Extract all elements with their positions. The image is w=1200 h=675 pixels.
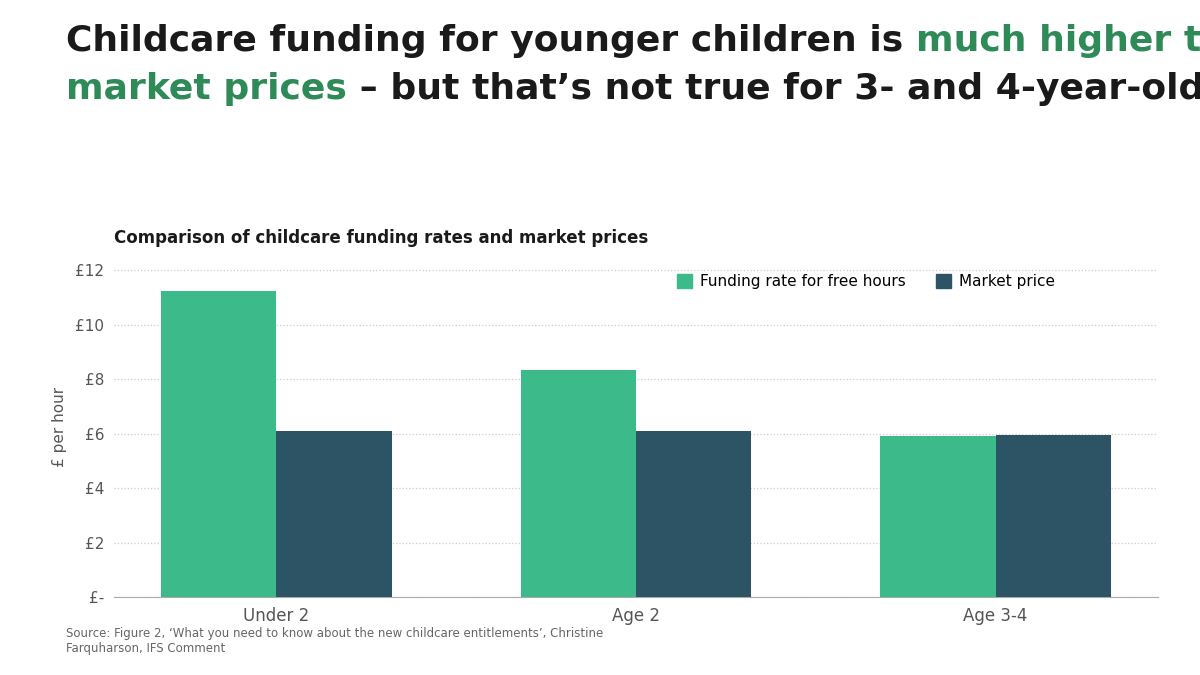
Text: Comparison of childcare funding rates and market prices: Comparison of childcare funding rates an… (114, 229, 648, 246)
Text: market prices: market prices (66, 72, 347, 106)
Bar (521, 370, 636, 597)
Text: Source: Figure 2, ‘What you need to know about the new childcare entitlements’, : Source: Figure 2, ‘What you need to know… (66, 627, 604, 655)
Bar (881, 436, 996, 597)
Bar (996, 435, 1110, 597)
Bar (276, 431, 391, 597)
Text: much higher than: much higher than (916, 24, 1200, 57)
Text: Childcare funding for younger children is: Childcare funding for younger children i… (66, 24, 916, 57)
Y-axis label: £ per hour: £ per hour (52, 387, 67, 467)
Legend: Funding rate for free hours, Market price: Funding rate for free hours, Market pric… (677, 274, 1055, 290)
Text: – but that’s not true for 3- and 4-year-olds: – but that’s not true for 3- and 4-year-… (347, 72, 1200, 106)
Bar (636, 431, 751, 597)
Bar (162, 292, 276, 597)
